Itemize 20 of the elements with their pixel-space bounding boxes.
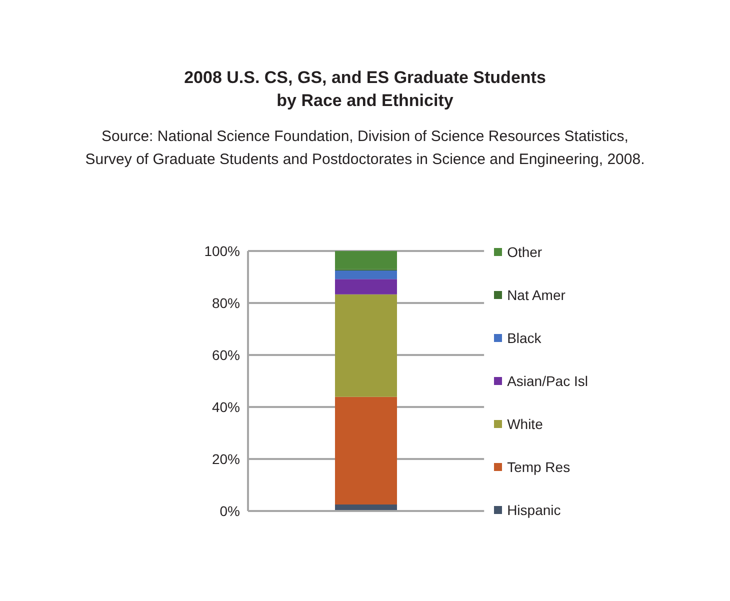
bar (335, 251, 397, 270)
legend-label: Temp Res (507, 459, 570, 475)
chart-title: 2008 U.S. CS, GS, and ES Graduate Students by Race and Ethnicity (183, 67, 547, 112)
source-note: Source: National Science Foundation, Division of Science Resources Statistics, Survey of Graduate Students and Postdoctorates in Science and Engineering, 2008. (84, 127, 646, 170)
y-tick-label: 20% (212, 450, 240, 467)
legend-label: Nat Amer (507, 287, 566, 303)
bar (335, 294, 397, 397)
legend-label: White (507, 416, 543, 432)
bar (335, 270, 397, 280)
legend-label: Asian/Pac Isl (507, 373, 588, 389)
legend-label: Other (507, 244, 542, 260)
y-tick-label: 40% (212, 398, 240, 415)
bar (335, 396, 397, 504)
legend-label: Black (507, 330, 542, 346)
y-tick-label: 80% (212, 294, 240, 311)
bar (335, 279, 397, 294)
y-tick-label: 100% (204, 242, 240, 259)
y-tick-label: 60% (212, 346, 240, 363)
y-tick-label: 0% (220, 502, 240, 519)
legend-label: Hispanic (507, 502, 561, 518)
